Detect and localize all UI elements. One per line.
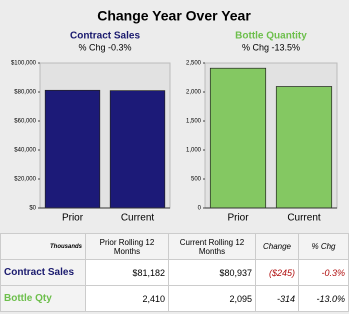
y-tick-label: $40,000 [14, 148, 36, 154]
header-cell: % Chg [298, 233, 349, 260]
header-cell: Change [255, 233, 299, 260]
summary-table: Thousands Prior Rolling 12 Months Curren… [0, 233, 349, 312]
y-tick-label: $80,000 [14, 90, 36, 96]
chart-title: Contract Sales [70, 31, 140, 42]
y-tick-label: $0 [29, 206, 36, 212]
header-cell: Prior Rolling 12 Months [85, 233, 169, 260]
x-tick-label: Prior [227, 213, 249, 224]
header-cell: Current Rolling 12 Months [168, 233, 256, 260]
cell: 2,095 [168, 285, 256, 312]
x-tick-label: Prior [62, 213, 84, 224]
row-label: Contract Sales [0, 259, 86, 286]
cell: -0.3% [298, 259, 349, 286]
cell: 2,410 [85, 285, 169, 312]
page-title: Change Year Over Year [97, 8, 251, 24]
x-tick-label: Current [287, 213, 321, 224]
chart-subtitle: % Chg -13.5% [242, 42, 300, 52]
y-tick-label: 0 [198, 206, 202, 212]
y-tick-label: 2,500 [186, 61, 202, 67]
y-tick-label: $100,000 [11, 61, 37, 67]
y-tick-label: 1,000 [186, 148, 202, 154]
y-tick-label: 500 [191, 177, 202, 183]
y-tick-label: $20,000 [14, 177, 36, 183]
bar [109, 90, 166, 209]
bar [209, 67, 267, 209]
bar [275, 86, 333, 209]
bar [44, 89, 101, 209]
chart-subtitle: % Chg -0.3% [78, 42, 131, 52]
y-tick-label: $60,000 [14, 119, 36, 125]
cell: ($245) [255, 259, 299, 286]
cell: $81,182 [85, 259, 169, 286]
header-cell: Thousands [0, 233, 86, 260]
row-label: Bottle Qty [0, 285, 86, 312]
charts: Change Year Over Year Contract Sales% Ch… [11, 8, 338, 224]
x-tick-label: Current [121, 213, 155, 224]
y-tick-label: 2,000 [186, 90, 202, 96]
y-tick-label: 1,500 [186, 119, 202, 125]
cell: $80,937 [168, 259, 256, 286]
cell: -314 [255, 285, 299, 312]
chart-title: Bottle Quantity [235, 31, 307, 42]
cell: -13.0% [298, 285, 349, 312]
